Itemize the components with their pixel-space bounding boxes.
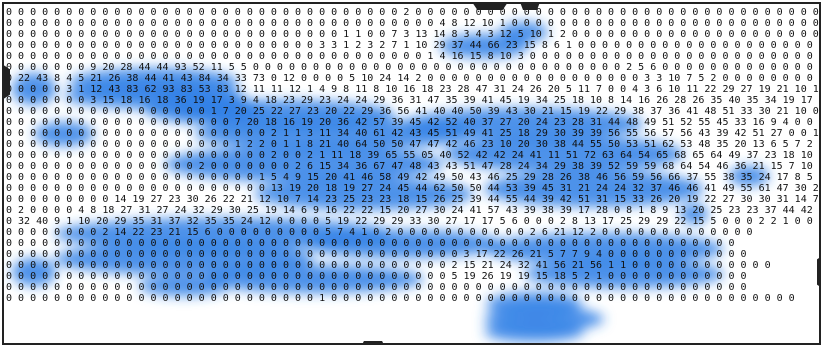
- heat-overlay: [12, 22, 769, 342]
- top-handle-left[interactable]: [472, 4, 508, 10]
- heat-blob: [204, 265, 424, 293]
- grid-row: 0 0 0 0 0 0 0 0 0 0 0 0 0 0 0 0 0 0 0 0 …: [6, 260, 771, 271]
- heat-blob: [484, 233, 724, 265]
- heat-blob: [12, 73, 56, 105]
- heat-blob: [34, 122, 94, 146]
- grid-row: 0 0 0 0 0 0 0 0 0 0 0 0 0 0 0 0 0 0 0 0 …: [6, 271, 747, 282]
- heat-blob: [680, 204, 708, 224]
- grid-row: 0 0 0 0 0 0 0 9 20 28 44 44 93 52 11 5 5…: [6, 62, 821, 73]
- grid-row: 0 0 0 0 0 0 0 3 15 18 16 18 36 19 17 3 9…: [6, 95, 819, 106]
- heat-blob: [729, 166, 769, 186]
- heat-blob: [194, 118, 474, 150]
- top-handle-right[interactable]: [520, 4, 540, 10]
- heat-blob: [12, 258, 56, 286]
- number-grid: 0 0 0 0 0 0 0 0 0 0 0 0 0 0 0 0 0 0 0 0 …: [6, 7, 821, 304]
- grid-row: 0 0 0 0 0 0 0 0 0 0 0 0 0 0 0 0 0 0 0 0 …: [6, 183, 819, 194]
- grid-row: 0 0 0 0 0 0 0 0 0 0 0 0 0 0 0 0 2 0 0 0 …: [6, 161, 821, 172]
- grid-row: 0 0 0 0 0 0 0 0 0 0 0 0 0 0 0 0 0 0 0 0 …: [6, 18, 819, 29]
- heat-blob: [484, 171, 704, 207]
- grid-row: 0 0 0 0 0 0 0 0 0 0 0 0 0 0 0 0 0 0 0 0 …: [6, 282, 747, 293]
- left-handle[interactable]: [4, 64, 10, 100]
- heat-blob: [444, 136, 684, 172]
- heat-blob: [524, 260, 724, 288]
- grid-row: 0 0 0 0 0 0 0 0 0 0 0 0 0 0 0 0 0 0 0 0 …: [6, 293, 795, 304]
- heat-blob: [254, 178, 474, 210]
- heat-blob: [54, 243, 314, 275]
- heat-blob: [439, 34, 529, 58]
- heat-blob: [404, 108, 644, 140]
- heat-blob: [500, 22, 548, 42]
- grid-row: 0 0 0 0 0 3 1 12 43 83 62 93 83 53 83 12…: [6, 84, 819, 95]
- grid-row: 0 2 0 0 0 0 4 8 18 27 31 27 24 32 29 30 …: [6, 205, 819, 216]
- grid-row: 0 0 0 0 0 0 0 0 0 0 0 0 0 0 0 0 0 0 0 0 …: [6, 150, 819, 161]
- heat-blob: [139, 276, 229, 296]
- grid-row: 0 0 0 0 0 0 0 0 0 0 0 0 0 0 0 0 0 1 7 20…: [6, 106, 819, 117]
- heat-blob: [484, 322, 584, 342]
- grid-row: 0 32 40 9 1 10 20 29 35 31 37 32 35 35 2…: [6, 216, 821, 227]
- grid-row: 0 0 0 0 0 0 0 0 0 0 0 0 0 0 0 0 0 0 0 7 …: [6, 117, 821, 128]
- grid-row: 0 0 0 0 0 0 0 0 0 0 0 0 0 0 0 0 0 0 0 1 …: [6, 139, 821, 150]
- heat-blob: [304, 230, 504, 258]
- grid-row: 0 0 0 0 0 0 0 0 0 0 0 0 0 0 0 0 0 0 0 0 …: [6, 172, 821, 183]
- grid-row: 0 0 0 0 0 0 0 0 0 0 0 0 0 0 0 0 0 0 0 0 …: [6, 7, 821, 18]
- bottom-handle[interactable]: [360, 341, 386, 343]
- right-handle[interactable]: [817, 254, 819, 290]
- heatmap-frame: 0 0 0 0 0 0 0 0 0 0 0 0 0 0 0 0 0 0 0 0 …: [2, 2, 821, 345]
- grid-row: 0 0 0 0 0 0 0 0 0 14 19 27 23 30 26 22 2…: [6, 194, 819, 205]
- grid-row: 0 0 0 0 0 0 0 0 0 0 0 0 0 0 0 0 0 0 0 0 …: [6, 238, 735, 249]
- grid-row: 0 0 0 0 0 0 0 0 0 0 0 0 0 0 0 0 0 0 0 0 …: [6, 128, 821, 139]
- grid-row: 0 0 0 0 0 0 0 0 0 0 0 0 0 0 0 0 0 0 0 0 …: [6, 40, 821, 51]
- grid-row: 0 22 43 8 4 5 21 26 38 44 41 43 84 34 33…: [6, 73, 821, 84]
- grid-row: 0 0 0 0 0 0 0 0 0 0 0 0 0 0 0 0 0 0 0 0 …: [6, 51, 821, 62]
- grid-row: 0 0 0 0 0 0 0 0 0 0 0 0 0 0 0 0 0 0 0 0 …: [6, 249, 747, 260]
- heat-blob: [164, 146, 444, 182]
- grid-row: 0 0 0 0 0 0 0 0 0 0 0 0 0 0 0 0 0 0 0 0 …: [6, 29, 821, 40]
- grid-row: 0 0 0 0 0 0 0 0 2 14 22 23 21 15 6 0 0 0…: [6, 227, 753, 238]
